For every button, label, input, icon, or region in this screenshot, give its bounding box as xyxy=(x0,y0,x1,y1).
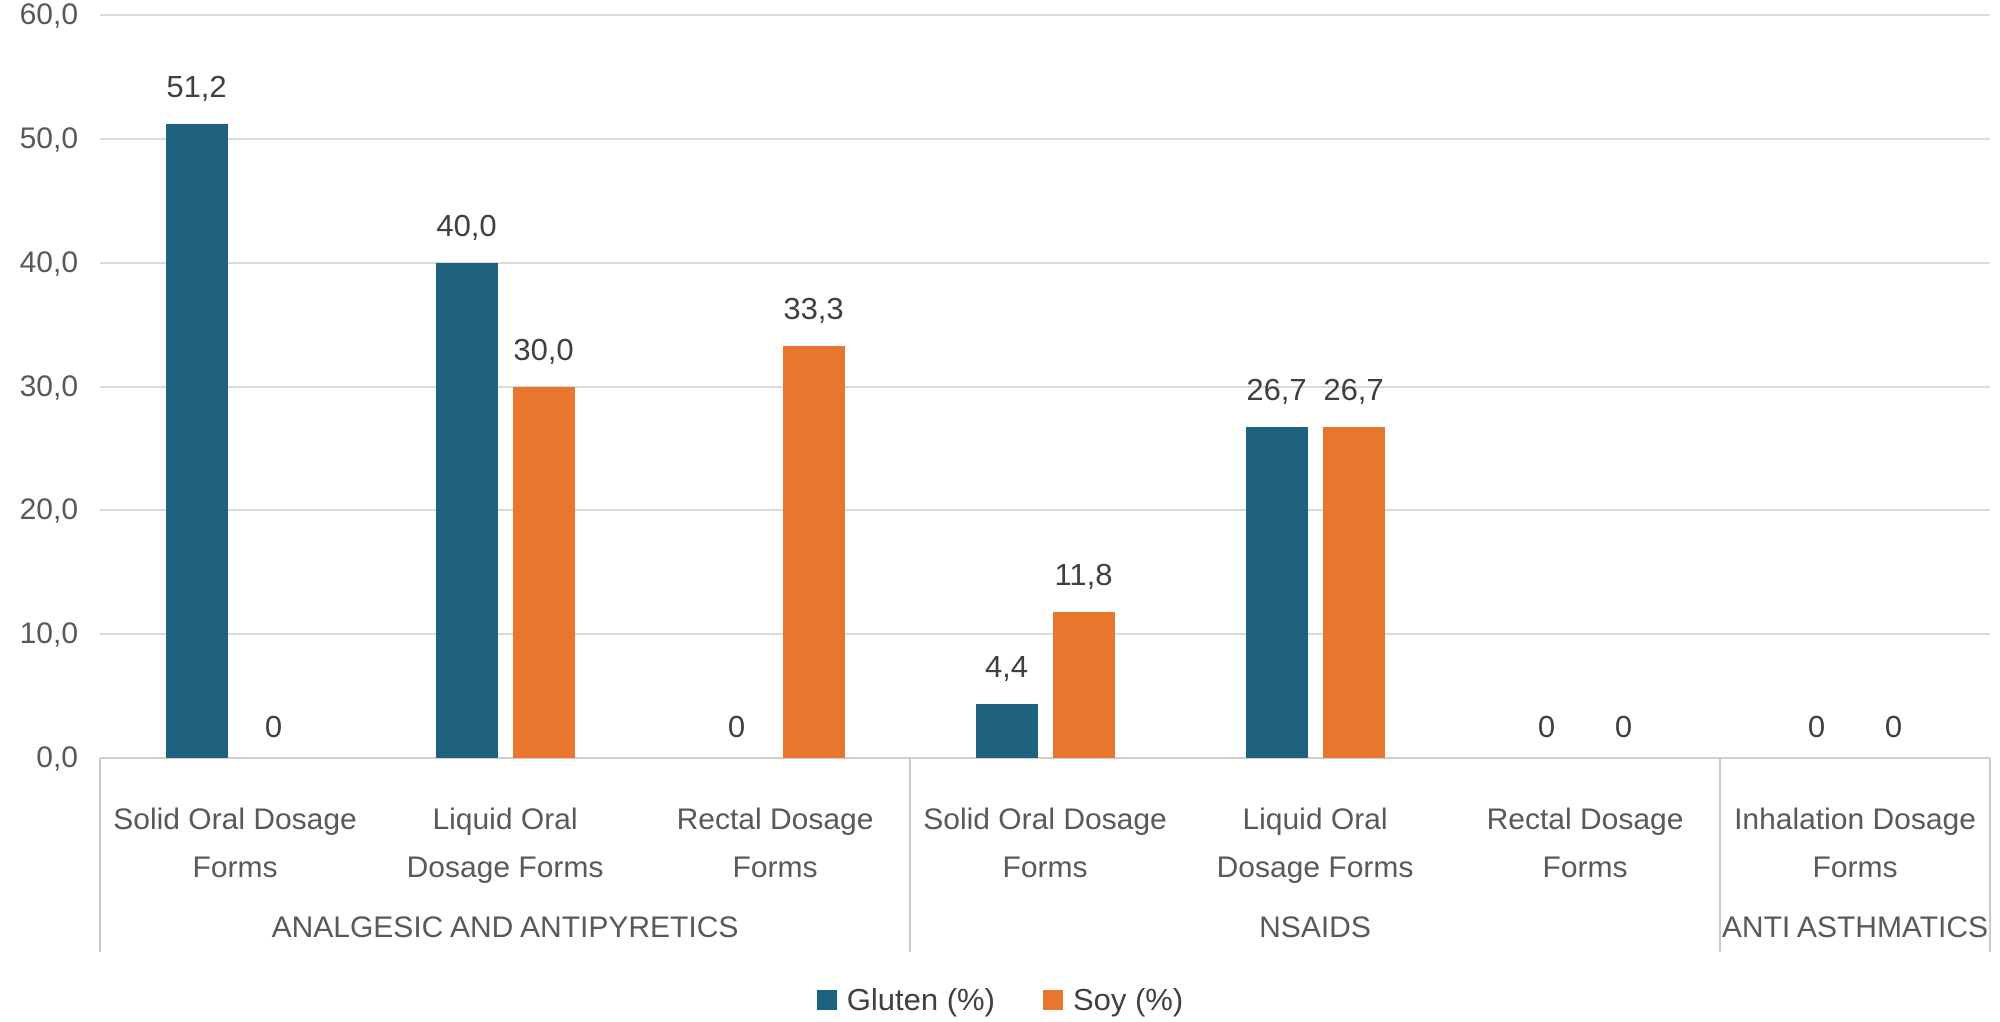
category-divider xyxy=(99,758,101,952)
bar-value-label: 0 xyxy=(1614,709,1633,744)
x-axis-line xyxy=(100,757,1990,759)
bar-value-label: 30,0 xyxy=(513,331,574,367)
bar-soy xyxy=(1322,427,1385,758)
bar-value-label: 0 xyxy=(1537,709,1556,744)
group-label: NSAIDS xyxy=(1259,911,1371,944)
gridline xyxy=(100,633,1990,636)
group-label: ANALGESIC AND ANTIPYRETICS xyxy=(271,911,739,944)
bar-value-label: 33,3 xyxy=(783,290,844,326)
gridline xyxy=(100,509,1990,512)
category-label: Inhalation Dosage Forms xyxy=(1734,803,1976,884)
bar-value-label: 26,7 xyxy=(1323,372,1384,408)
gridline xyxy=(100,385,1990,388)
category-divider xyxy=(1989,758,1991,952)
y-axis-tick-label: 10,0 xyxy=(19,617,78,651)
category-label: Solid Oral Dosage Forms xyxy=(923,803,1167,884)
bar-value-label: 40,0 xyxy=(436,207,497,243)
y-axis-tick-label: 50,0 xyxy=(19,121,78,155)
group-label: ANTI ASTHMATICS xyxy=(1721,911,1989,944)
bar-value-label: 11,8 xyxy=(1054,556,1113,592)
category-divider xyxy=(1719,758,1721,952)
bar-soy xyxy=(512,386,575,758)
category-label: Liquid Oral Dosage Forms xyxy=(1216,803,1414,884)
legend: Gluten (%) Soy (%) xyxy=(0,982,2000,1018)
category-divider xyxy=(909,758,911,952)
bar-value-label: 4,4 xyxy=(984,648,1029,684)
gridline xyxy=(100,137,1990,140)
y-axis-tick-label: 20,0 xyxy=(19,493,78,527)
bar-value-label: 0 xyxy=(1884,709,1903,744)
legend-item-gluten: Gluten (%) xyxy=(816,982,995,1018)
category-label: Rectal Dosage Forms xyxy=(1486,803,1684,884)
bar-gluten xyxy=(975,703,1038,758)
category-label: Solid Oral Dosage Forms xyxy=(113,803,357,884)
bar-soy xyxy=(1052,611,1115,758)
category-label: Liquid Oral Dosage Forms xyxy=(406,803,604,884)
y-axis-tick-label: 40,0 xyxy=(19,245,78,279)
bar-value-label: 0 xyxy=(1807,709,1826,744)
y-axis-tick-label: 60,0 xyxy=(19,0,78,31)
bar-value-label: 0 xyxy=(264,709,283,744)
bar-gluten xyxy=(1245,427,1308,758)
legend-swatch-soy-icon xyxy=(1042,990,1063,1010)
legend-swatch-gluten-icon xyxy=(816,990,837,1010)
bar-gluten xyxy=(165,123,228,758)
legend-label-soy: Soy (%) xyxy=(1072,982,1184,1017)
legend-item-soy: Soy (%) xyxy=(1042,982,1184,1018)
legend-label-gluten: Gluten (%) xyxy=(846,982,995,1017)
bar-soy xyxy=(782,345,845,758)
category-label: Rectal Dosage Forms xyxy=(676,803,874,884)
bar-value-label: 26,7 xyxy=(1246,372,1307,408)
bar-gluten xyxy=(435,262,498,758)
bar-value-label: 51,2 xyxy=(166,68,227,104)
y-axis-tick-label: 0,0 xyxy=(36,741,78,774)
gridline xyxy=(100,261,1990,264)
gridline xyxy=(100,14,1990,16)
bar-value-label: 0 xyxy=(727,709,746,744)
y-axis-tick-label: 30,0 xyxy=(19,369,78,403)
